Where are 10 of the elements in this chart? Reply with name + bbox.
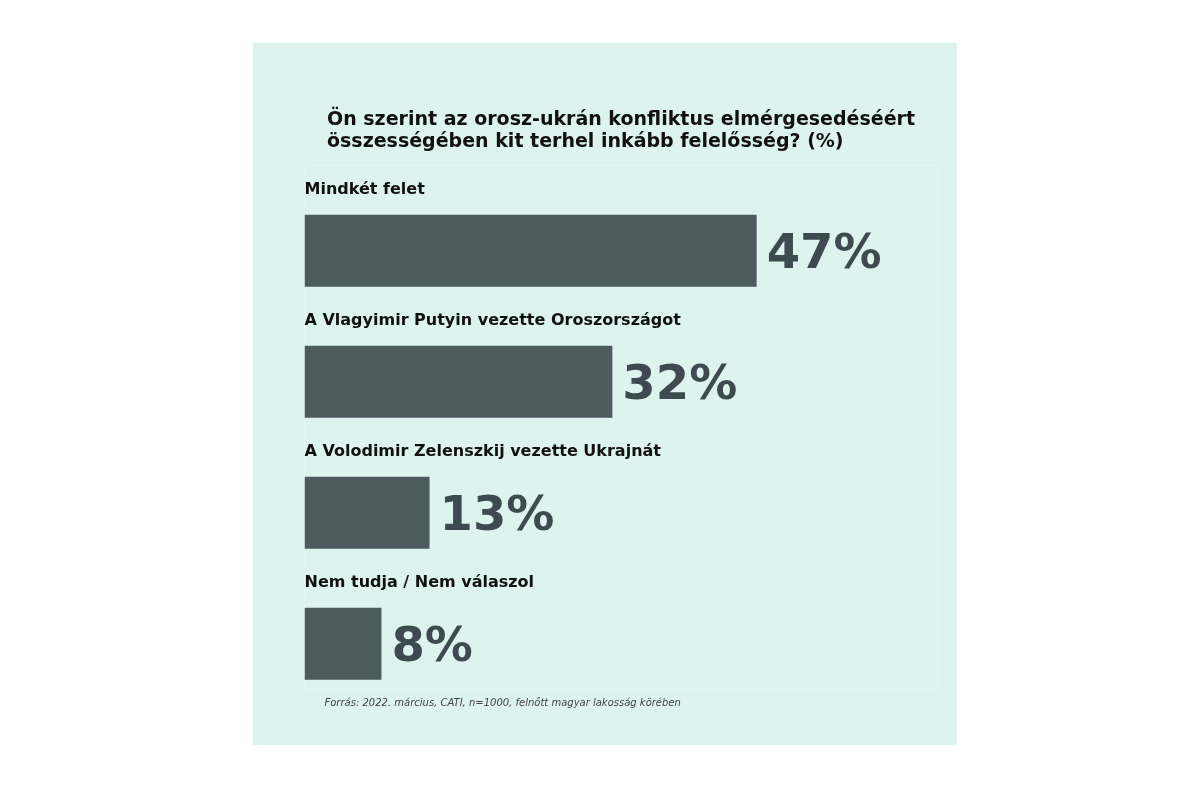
data-label: 32%	[622, 353, 738, 410]
y-tick-label: A Volodimir Zelenszkij vezette Ukrajnát	[304, 441, 662, 461]
data-label: 47%	[766, 222, 882, 279]
y-tick-label: Nem tudja / Nem válaszol	[304, 572, 535, 592]
y-tick-label: A Vlagyimir Putyin vezette Oroszországot	[304, 310, 682, 330]
data-label: 13%	[439, 484, 555, 541]
y-tick-label: Mindkét felet	[304, 179, 426, 199]
chart-title: Ön szerint az orosz-ukrán konfliktus elmérgesedéséért összességében kit terhel inkább felelősség? (%)	[327, 105, 915, 151]
text: Forrás: 2022. március, CATI, n=1000, felnőtt magyar lakosság körében	[324, 696, 681, 708]
data-label: 8%	[391, 615, 473, 672]
